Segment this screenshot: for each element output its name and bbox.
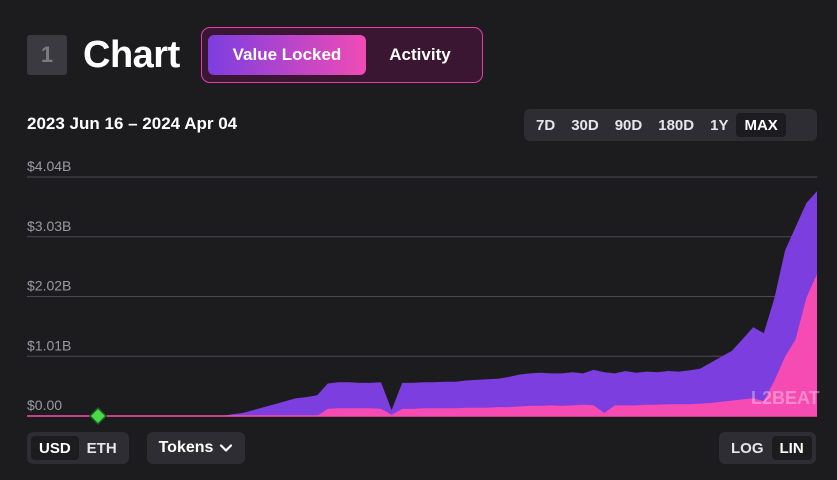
tvl-area-chart[interactable]: $0.00 $1.01B $2.02B $3.03B $4.04B L2BEAT (0, 150, 837, 430)
chevron-down-icon (220, 444, 233, 452)
currency-usd-button[interactable]: USD (31, 436, 79, 460)
y-axis-labels: $0.00 $1.01B $2.02B $3.03B $4.04B (27, 158, 71, 413)
range-7d-button[interactable]: 7D (536, 116, 556, 134)
l2beat-watermark: L2BEAT (751, 388, 820, 408)
mode-value-locked-button[interactable]: Value Locked (208, 35, 366, 75)
section-number: 1 (27, 35, 67, 75)
chart-areas (27, 191, 817, 417)
range-1y-button[interactable]: 1Y (710, 116, 729, 134)
tokens-label: Tokens (158, 439, 214, 456)
milestone-marker[interactable] (88, 406, 108, 426)
scale-lin-button[interactable]: LIN (771, 436, 812, 460)
total-value-area (147, 191, 817, 416)
range-max-button[interactable]: MAX (736, 113, 786, 137)
tokens-dropdown-button[interactable]: Tokens (147, 432, 245, 464)
scale-toggle: LOG LIN (719, 432, 816, 464)
range-180d-button[interactable]: 180D (658, 116, 695, 134)
y-tick-label: $2.02B (27, 278, 71, 294)
y-tick-label: $0.00 (27, 397, 62, 413)
currency-eth-button[interactable]: ETH (86, 439, 117, 457)
y-tick-label: $1.01B (27, 337, 71, 353)
canonical-value-area (147, 274, 817, 416)
mode-switch: Value Locked Activity (201, 27, 483, 83)
range-30d-button[interactable]: 30D (571, 116, 599, 134)
chart-header: 1 Chart (27, 27, 180, 83)
range-selector: 7D 30D 90D 180D 1Y MAX (524, 109, 817, 141)
mode-activity-button[interactable]: Activity (389, 45, 451, 64)
page-title: Chart (83, 33, 180, 76)
y-tick-label: $3.03B (27, 218, 71, 234)
y-tick-label: $4.04B (27, 158, 71, 174)
milestone-diamond-icon[interactable] (88, 406, 108, 426)
currency-toggle: USD ETH (27, 432, 129, 464)
range-90d-button[interactable]: 90D (614, 116, 643, 134)
date-range: 2023 Jun 16 – 2024 Apr 04 (27, 114, 238, 133)
scale-log-button[interactable]: LOG (731, 439, 764, 457)
